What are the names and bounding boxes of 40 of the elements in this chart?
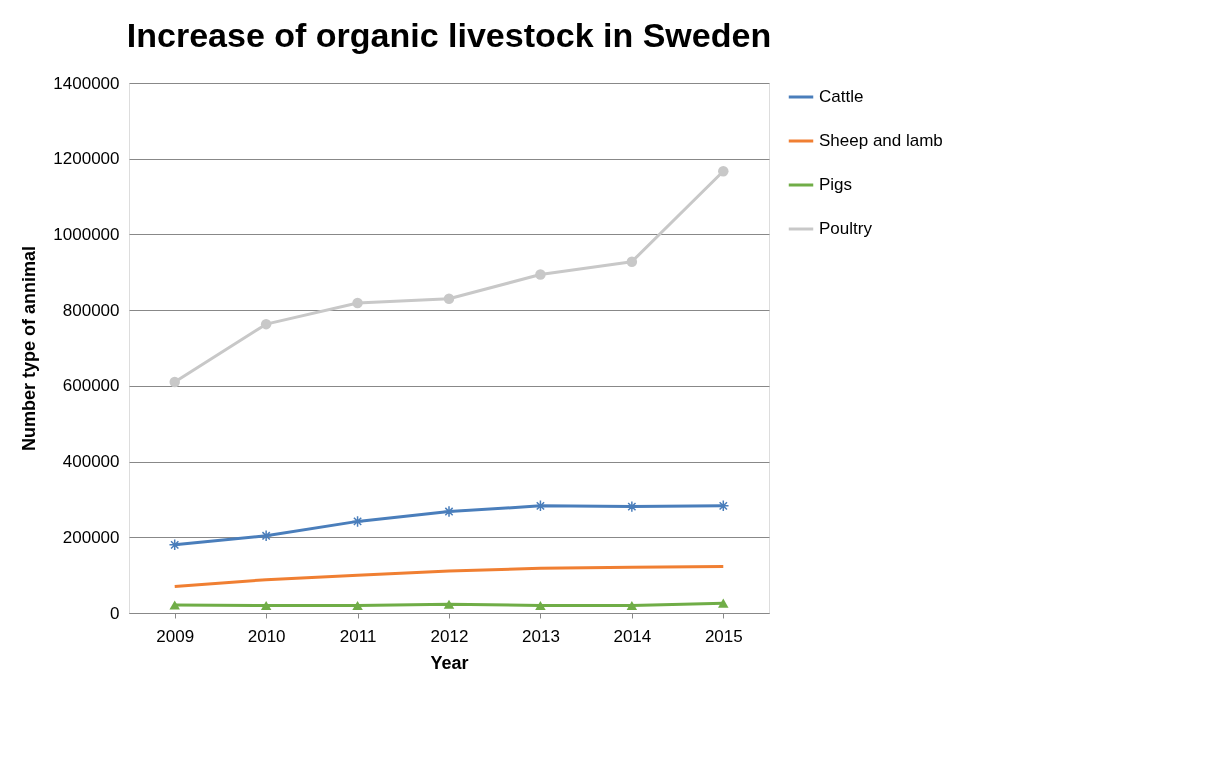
legend-label: Cattle — [819, 87, 864, 106]
point — [626, 600, 638, 610]
x-tick-label: 2015 — [704, 626, 743, 646]
point — [169, 600, 180, 610]
legend-label: Pigs — [819, 175, 853, 194]
point — [352, 297, 363, 309]
point — [443, 599, 455, 609]
point — [351, 515, 364, 528]
x-axis-title: Year — [430, 652, 469, 673]
y-axis-title: Number type of annimal — [19, 245, 40, 452]
point — [168, 538, 181, 551]
point — [169, 376, 180, 388]
x-tick-label: 2010 — [247, 626, 286, 646]
y-tick-label: 1000000 — [53, 224, 120, 244]
y-tick-label: 1400000 — [53, 73, 120, 93]
x-tick-label: 2013 — [522, 626, 560, 646]
y-tick-label: 1200000 — [53, 149, 120, 169]
point — [260, 318, 272, 330]
point — [535, 600, 546, 610]
y-tick-label: 800000 — [62, 300, 120, 320]
point — [626, 256, 638, 267]
x-tick-label: 2014 — [613, 626, 652, 646]
point — [352, 600, 363, 610]
point — [535, 269, 546, 280]
point — [718, 598, 729, 608]
legend-label: Sheep and lamb — [819, 131, 943, 150]
y-tick-label: 0 — [110, 603, 120, 623]
point — [718, 165, 729, 177]
y-tick-label: 400000 — [62, 452, 120, 472]
point — [443, 293, 455, 305]
point — [443, 505, 455, 518]
x-tick-label: 2012 — [430, 626, 469, 646]
y-tick-label: 600000 — [62, 376, 120, 396]
chart-title: Increase of organic livestock in Sweden — [126, 16, 772, 54]
point — [260, 600, 272, 610]
y-tick-label: 200000 — [62, 527, 120, 547]
x-tick-label: 2011 — [339, 626, 377, 646]
x-tick-label: 2009 — [156, 626, 195, 646]
legend-label: Poultry — [819, 219, 873, 238]
line-series — [173, 564, 725, 588]
